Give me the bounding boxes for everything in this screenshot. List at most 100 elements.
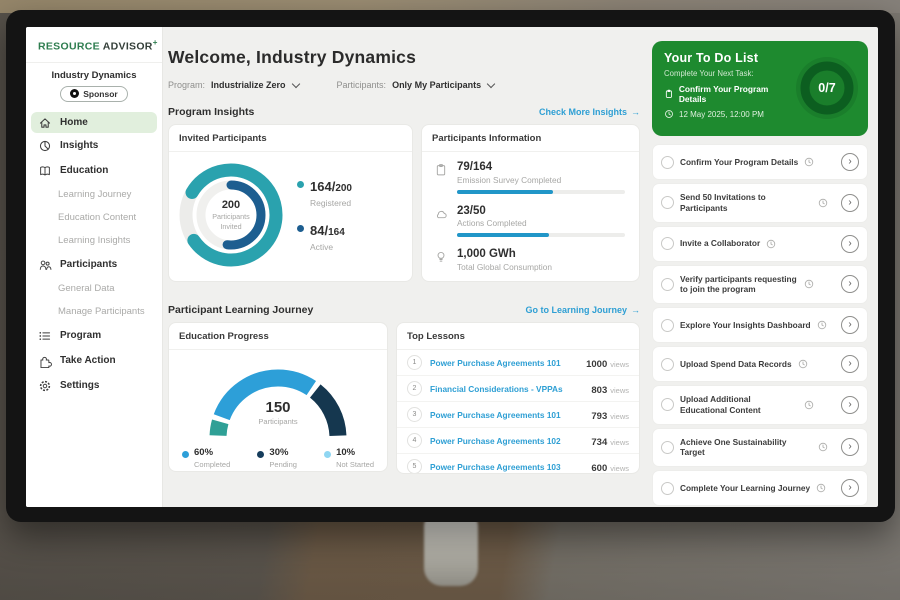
lesson-link[interactable]: Power Purchase Agreements 101 (430, 357, 561, 368)
list-icon (38, 329, 52, 343)
clock-icon[interactable] (804, 157, 814, 167)
task-label: Invite a Collaborator (680, 238, 761, 249)
education-progress-gauge: 150 Participants (183, 352, 373, 444)
clock-icon[interactable] (818, 442, 828, 452)
lesson-views-suffix: views (610, 359, 629, 369)
sidebar-item-participants[interactable]: Participants (26, 252, 162, 277)
clock-icon[interactable] (804, 279, 814, 289)
task-list: Confirm Your Program Details › Send 50 I… (652, 144, 868, 507)
task-row[interactable]: Explore Your Insights Dashboard › (652, 307, 868, 344)
task-row[interactable]: Upload Additional Educational Content › (652, 385, 868, 425)
check-more-insights-link[interactable]: Check More Insights → (539, 107, 640, 117)
legend-value: 10% (336, 447, 356, 458)
sidebar-item-learning-journey[interactable]: Learning Journey (26, 183, 162, 206)
task-open-button[interactable]: › (841, 153, 859, 171)
task-checkbox[interactable] (661, 318, 674, 332)
lesson-link[interactable]: Power Purchase Agreements 101 (430, 409, 561, 420)
task-row[interactable]: Complete Your Learning Journey › (652, 470, 868, 507)
go-to-learning-journey-link[interactable]: Go to Learning Journey → (525, 305, 640, 315)
link-label: Go to Learning Journey (525, 305, 627, 315)
task-row[interactable]: Verify participants requesting to join t… (652, 264, 868, 305)
task-row[interactable]: Achieve One Sustainability Target › (652, 427, 868, 468)
stat-label: Emission Survey Completed (457, 174, 562, 185)
sidebar-item-insights[interactable]: Insights (26, 133, 162, 158)
clock-icon[interactable] (804, 400, 814, 410)
arrow-right-icon: → (631, 305, 640, 315)
task-row[interactable]: Confirm Your Program Details › (652, 144, 868, 180)
legend-dot (297, 225, 304, 232)
task-checkbox[interactable] (661, 155, 674, 169)
task-checkbox[interactable] (661, 196, 674, 210)
gear-icon (38, 379, 52, 393)
task-label: Confirm Your Program Details (680, 156, 799, 167)
education-progress-title: Education Progress (169, 323, 387, 350)
sidebar-item-home[interactable]: Home (31, 112, 157, 133)
task-row[interactable]: Invite a Collaborator › (652, 225, 868, 262)
photo-background-top (0, 0, 900, 13)
progress-fill (457, 189, 553, 194)
todo-next-task: Confirm Your Program Details (678, 84, 769, 104)
sidebar-item-label: Program (60, 330, 102, 341)
sidebar-item-education-content[interactable]: Education Content (26, 206, 162, 229)
legend-registered: 164/200 Registered (297, 178, 352, 208)
task-row[interactable]: Upload Spend Data Records › (652, 346, 868, 383)
task-checkbox[interactable] (661, 398, 674, 412)
task-checkbox[interactable] (661, 481, 674, 495)
legend-value: 60% (194, 447, 214, 458)
sidebar-item-settings[interactable]: Settings (26, 373, 162, 398)
clock-icon[interactable] (818, 198, 828, 208)
task-checkbox[interactable] (661, 237, 674, 251)
task-checkbox[interactable] (661, 277, 674, 291)
lesson-link[interactable]: Financial Considerations - VPPAs (430, 383, 563, 394)
clock-icon[interactable] (816, 483, 826, 493)
task-open-button[interactable]: › (841, 479, 859, 498)
task-checkbox[interactable] (661, 357, 674, 371)
clock-icon[interactable] (817, 320, 827, 330)
lesson-views: 803 (591, 384, 608, 396)
task-open-button[interactable]: › (841, 355, 859, 374)
lesson-row: 5 Power Purchase Agreements 103 600 views (397, 454, 639, 474)
task-open-button[interactable]: › (841, 438, 859, 457)
todo-panel: Your To Do List Complete Your Next Task:… (652, 27, 868, 507)
dashboard-screen: RESOURCE ADVISOR+ Industry Dynamics Spon… (26, 27, 878, 507)
task-label: Explore Your Insights Dashboard (680, 319, 811, 330)
clipboard-icon (665, 89, 672, 98)
sidebar-item-take-action[interactable]: Take Action (26, 348, 162, 373)
task-checkbox[interactable] (661, 440, 674, 454)
lesson-views: 734 (591, 436, 608, 448)
task-row[interactable]: Send 50 Invitations to Participants › (652, 183, 868, 223)
progress-fill (457, 233, 550, 238)
registered-total: 200 (335, 183, 352, 194)
lesson-row: 3 Power Purchase Agreements 101 793 views (397, 402, 639, 428)
clock-icon[interactable] (798, 359, 808, 369)
logo-primary: RESOURCE (38, 40, 100, 53)
stat-emission-survey: 79/164 Emission Survey Completed (434, 154, 627, 198)
home-icon (38, 116, 52, 130)
sidebar-item-education[interactable]: Education (26, 158, 162, 183)
learning-journey-heading: Participant Learning Journey (168, 304, 314, 316)
clock-icon[interactable] (766, 239, 776, 249)
participants-filter[interactable]: Participants: Only My Participants (337, 79, 496, 90)
task-open-button[interactable]: › (841, 234, 859, 253)
sidebar-item-manage-participants[interactable]: Manage Participants (26, 300, 162, 323)
task-label: Upload Spend Data Records (680, 358, 792, 369)
task-open-button[interactable]: › (841, 275, 859, 294)
task-open-button[interactable]: › (841, 193, 859, 212)
lesson-views: 600 (591, 462, 608, 474)
lesson-link[interactable]: Power Purchase Agreements 103 (430, 461, 561, 472)
task-open-button[interactable]: › (841, 395, 859, 414)
task-label: Verify participants requesting to join t… (680, 273, 797, 295)
sidebar-item-program[interactable]: Program (26, 323, 162, 348)
active-value: 84/ (310, 223, 329, 238)
lesson-link[interactable]: Power Purchase Agreements 102 (430, 435, 561, 446)
org-name: Industry Dynamics (51, 69, 137, 81)
stat-value: 1,000 GWh (457, 248, 516, 261)
program-filter[interactable]: Program: Industrialize Zero (168, 79, 300, 90)
sidebar-item-learning-insights[interactable]: Learning Insights (26, 229, 162, 252)
progress-bar (457, 189, 625, 194)
cloud-icon (434, 207, 448, 221)
task-open-button[interactable]: › (841, 316, 859, 335)
link-label: Check More Insights (538, 107, 627, 117)
invited-total-label: Participants Invited (212, 212, 250, 231)
sidebar-item-general-data[interactable]: General Data (26, 277, 162, 300)
